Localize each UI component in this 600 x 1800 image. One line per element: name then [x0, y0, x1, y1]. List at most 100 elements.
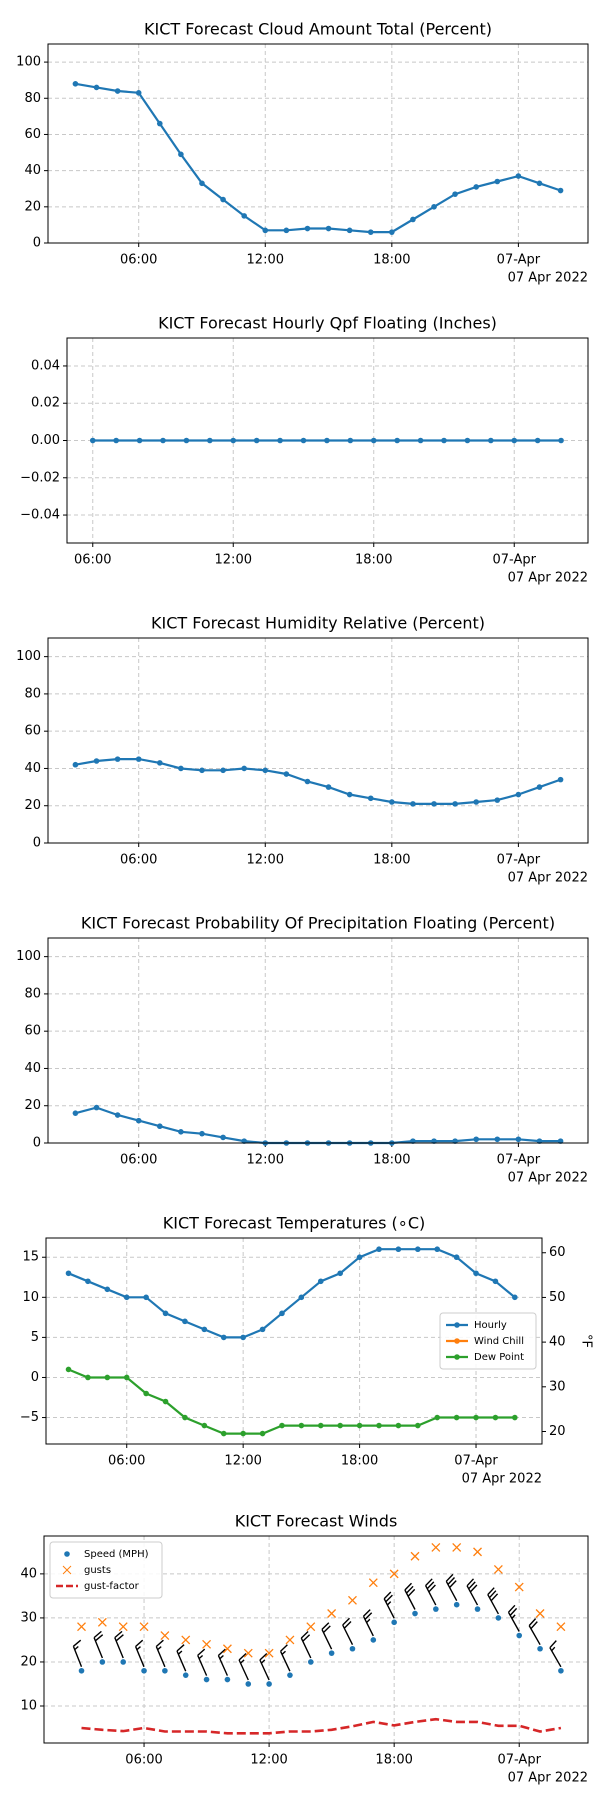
y-tick-label: 40 [24, 163, 41, 178]
point [304, 778, 311, 785]
x-tick-label: 07-Apr [497, 1753, 541, 1768]
point [515, 173, 522, 179]
point [141, 1667, 147, 1674]
point [162, 1667, 168, 1674]
point [494, 1136, 501, 1143]
point [156, 1123, 163, 1130]
point [415, 1246, 421, 1253]
point [298, 1294, 305, 1301]
x-tick-label: 06:00 [120, 1153, 157, 1168]
y-tick-label: 60 [24, 127, 41, 142]
axis-offset-label: 07 Apr 2022 [508, 1171, 588, 1186]
y-tick-label: 60 [24, 1024, 41, 1039]
point [266, 1681, 272, 1687]
wind-barb [362, 1609, 374, 1637]
point [279, 1422, 285, 1429]
y-tick-label: 20 [24, 798, 41, 813]
point [93, 1104, 100, 1111]
point [202, 1639, 212, 1649]
wind-barb [217, 1648, 229, 1676]
point [143, 1294, 149, 1301]
series [65, 1246, 518, 1341]
legend-label: gust-factor [84, 1581, 140, 1592]
wind-barb [507, 1604, 520, 1632]
point [104, 1286, 111, 1293]
point [220, 1134, 226, 1141]
point [113, 437, 119, 444]
point [535, 1609, 545, 1618]
legend-marker [62, 1565, 72, 1575]
point [65, 1366, 72, 1373]
legend-marker [454, 1322, 460, 1328]
wind-barb [321, 1622, 333, 1650]
legend-box [49, 1541, 163, 1599]
x-tick-label: 06:00 [120, 853, 157, 868]
x-tick-label: 12:00 [247, 253, 284, 268]
plot-frame [45, 1237, 543, 1445]
point [283, 771, 290, 777]
x-tick-label: 18:00 [373, 853, 410, 868]
point [494, 178, 501, 185]
point [514, 1582, 524, 1592]
series-line [81, 1717, 562, 1735]
point [178, 1129, 184, 1135]
point [120, 1659, 127, 1665]
chart-title: KICT Forecast Humidity Relative (Percent… [151, 614, 485, 633]
series-line [75, 82, 561, 234]
point [492, 1414, 499, 1421]
x-tick-label: 06:00 [125, 1753, 162, 1768]
y-tick-label: 20 [20, 1654, 37, 1669]
point [473, 1547, 482, 1557]
point [72, 81, 79, 87]
point [347, 437, 354, 444]
wind-barb [238, 1652, 249, 1681]
point [139, 1622, 149, 1632]
wind-barb [424, 1578, 437, 1606]
x-tick-label: 18:00 [373, 253, 410, 268]
point [536, 784, 543, 790]
legend-label: Hourly [474, 1320, 507, 1331]
point [557, 187, 564, 194]
point [178, 765, 184, 772]
plot-frame [66, 337, 589, 544]
plot-frame [47, 637, 589, 844]
point [241, 765, 247, 772]
point [160, 437, 166, 444]
point [135, 756, 142, 762]
point [183, 437, 190, 444]
point [259, 1430, 266, 1437]
point [240, 1430, 246, 1437]
chart-title: KICT Forecast Probability Of Precipitati… [81, 914, 555, 933]
x-tick-label: 18:00 [341, 1454, 378, 1469]
point [72, 761, 79, 768]
point [376, 1422, 382, 1429]
point [264, 1648, 274, 1658]
y-tick-label: 100 [16, 55, 41, 70]
point [348, 1595, 357, 1605]
point [181, 1635, 191, 1645]
point [511, 437, 518, 444]
wind-barb [404, 1582, 416, 1610]
wind-barb [466, 1578, 479, 1606]
chart-title: KICT Forecast Temperatures (∘C) [163, 1214, 425, 1233]
point [262, 227, 269, 234]
series [72, 756, 564, 807]
x-tick-label: 12:00 [224, 1454, 261, 1469]
chart-title: KICT Forecast Hourly Qpf Floating (Inche… [158, 314, 497, 333]
point [431, 801, 437, 807]
y-tick-label: 100 [16, 949, 41, 964]
point [488, 437, 494, 444]
series [72, 1104, 564, 1146]
point [431, 204, 437, 210]
y-tick-label: 30 [20, 1610, 37, 1625]
y-tick-label: 20 [24, 1098, 41, 1113]
point [306, 1622, 316, 1632]
point [394, 437, 400, 444]
point [515, 791, 522, 798]
point [534, 437, 541, 444]
point [162, 1310, 169, 1317]
point [220, 1430, 227, 1437]
point [203, 1676, 210, 1683]
series [72, 81, 564, 235]
wind-barb [72, 1639, 83, 1668]
